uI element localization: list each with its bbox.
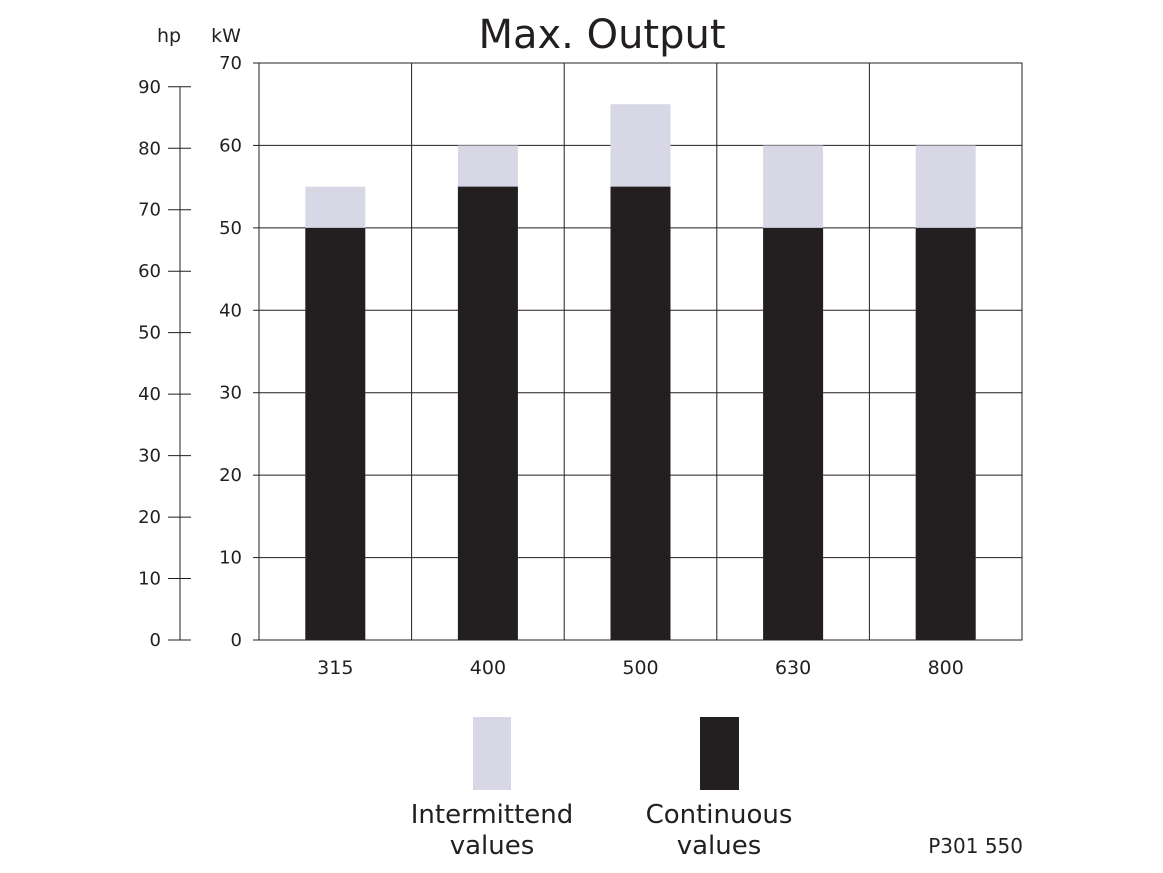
hp-tick-label: 30 [138,446,161,467]
hp-tick-label: 50 [138,323,161,344]
bar-continuous-400 [457,186,518,640]
kw-axis: 0 10 20 30 40 50 60 70 [219,53,259,651]
hp-tick-label: 20 [138,507,161,528]
hp-tick-label: 40 [138,384,161,405]
kw-tick-label: 70 [219,53,242,74]
category-label: 400 [470,657,506,679]
chart-title: Max. Output [478,12,725,58]
legend-label-intermittend-line2: values [450,831,535,861]
kw-tick-label: 10 [219,548,242,569]
legend-swatch-continuous [700,717,739,790]
category-axis: 315 400 500 630 800 [317,657,964,679]
bar-continuous-500 [610,186,671,640]
kw-axis-label: kW [211,25,241,47]
hp-tick-label: 70 [138,200,161,221]
category-label: 800 [928,657,964,679]
kw-tick-label: 50 [219,218,242,239]
bars [305,104,976,640]
hp-tick-label: 90 [138,77,161,98]
category-label: 315 [317,657,353,679]
hp-axis: 0 10 20 30 40 50 60 70 80 90 [138,77,191,651]
legend: Intermittend values Continuous values [411,717,793,861]
hp-tick-label: 60 [138,261,161,282]
bar-continuous-315 [305,227,366,640]
kw-tick-label: 20 [219,465,242,486]
legend-label-intermittend-line1: Intermittend [411,800,574,830]
hp-axis-label: hp [157,25,181,47]
hp-tick-label: 80 [138,138,161,159]
figure-code: P301 550 [928,834,1023,858]
category-label: 630 [775,657,811,679]
kw-tick-label: 0 [231,630,242,651]
bar-continuous-800 [915,227,976,640]
legend-swatch-intermittend [473,717,511,790]
legend-label-continuous-line1: Continuous [646,800,793,830]
hp-tick-label: 10 [138,569,161,590]
kw-tick-label: 30 [219,383,242,404]
bar-continuous-630 [763,227,824,640]
kw-tick-label: 60 [219,135,242,156]
hp-tick-label: 0 [150,630,161,651]
legend-label-continuous-line2: values [677,831,762,861]
category-label: 500 [622,657,658,679]
kw-tick-label: 40 [219,300,242,321]
